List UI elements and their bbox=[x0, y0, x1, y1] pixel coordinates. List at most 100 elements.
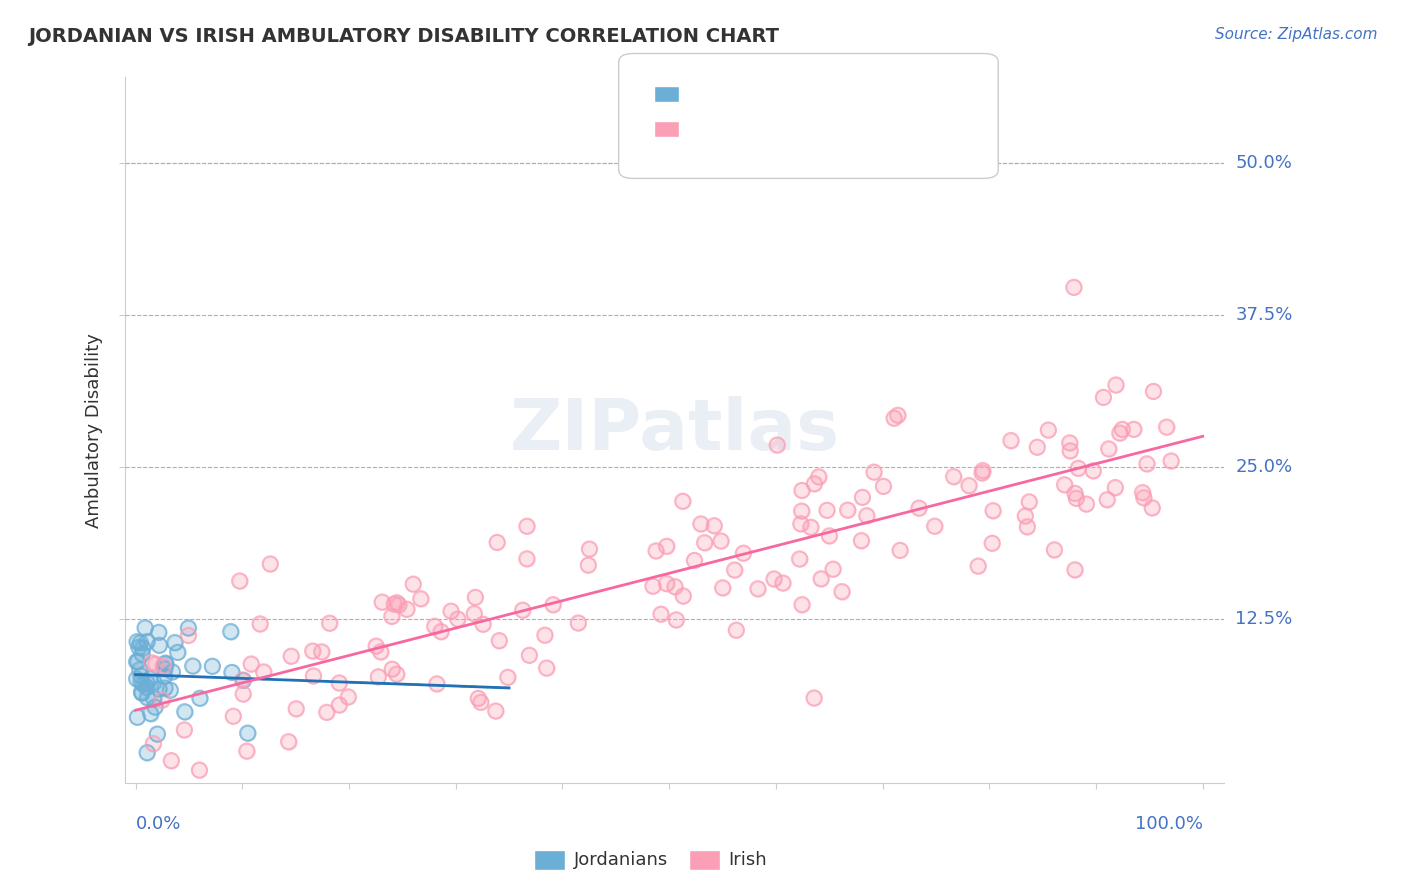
Point bbox=[141, 656, 163, 670]
Point bbox=[366, 639, 388, 653]
Point bbox=[148, 638, 170, 652]
Point bbox=[125, 634, 148, 648]
Point bbox=[159, 683, 181, 698]
Point bbox=[1066, 491, 1088, 506]
Point bbox=[1132, 491, 1154, 505]
Point bbox=[723, 563, 745, 577]
Text: R =: R = bbox=[690, 120, 730, 138]
Point bbox=[232, 687, 254, 701]
Point bbox=[188, 691, 211, 706]
Point bbox=[800, 520, 823, 534]
Point bbox=[807, 470, 830, 484]
Point bbox=[762, 572, 785, 586]
Point bbox=[703, 518, 725, 533]
Point bbox=[240, 657, 263, 671]
Point bbox=[188, 691, 211, 706]
Point bbox=[131, 686, 153, 700]
Point bbox=[145, 657, 167, 671]
Point bbox=[173, 723, 195, 737]
Point bbox=[851, 491, 873, 505]
Point bbox=[409, 591, 432, 606]
Point bbox=[1026, 440, 1049, 454]
Point bbox=[488, 633, 510, 648]
Point bbox=[672, 589, 695, 603]
Point bbox=[516, 519, 538, 533]
Point bbox=[142, 691, 165, 706]
Point bbox=[155, 657, 177, 671]
Point bbox=[131, 640, 153, 655]
Point bbox=[311, 645, 333, 659]
Point bbox=[1059, 435, 1081, 450]
Point bbox=[430, 624, 453, 639]
Point bbox=[1156, 420, 1178, 434]
Point bbox=[277, 734, 299, 748]
Point bbox=[486, 535, 509, 549]
Point bbox=[924, 519, 946, 533]
Point bbox=[153, 662, 176, 676]
Text: 48: 48 bbox=[855, 85, 880, 103]
Point bbox=[664, 580, 686, 594]
Point bbox=[772, 576, 794, 591]
Point bbox=[1018, 495, 1040, 509]
Point bbox=[371, 595, 394, 609]
Point bbox=[645, 544, 668, 558]
Point bbox=[249, 616, 271, 631]
Point bbox=[485, 704, 508, 718]
Point bbox=[886, 409, 908, 423]
Point bbox=[166, 645, 188, 659]
Point bbox=[711, 581, 734, 595]
Point bbox=[1132, 485, 1154, 500]
Point bbox=[232, 673, 254, 688]
Point bbox=[139, 706, 162, 721]
Point bbox=[1132, 491, 1154, 505]
Text: Jordanians: Jordanians bbox=[574, 851, 668, 869]
Point bbox=[472, 617, 495, 632]
Point bbox=[789, 552, 811, 566]
Point bbox=[1043, 542, 1066, 557]
Point bbox=[981, 536, 1004, 550]
Point bbox=[1108, 426, 1130, 441]
Point bbox=[1064, 486, 1087, 500]
Point bbox=[146, 727, 169, 741]
Point bbox=[142, 737, 165, 751]
Point bbox=[240, 657, 263, 671]
Point bbox=[534, 628, 557, 642]
Point bbox=[967, 559, 990, 574]
Point bbox=[370, 645, 392, 659]
Point bbox=[163, 635, 186, 649]
Point bbox=[1105, 378, 1128, 392]
Point bbox=[747, 582, 769, 596]
Point bbox=[496, 670, 519, 684]
Point bbox=[232, 673, 254, 688]
Text: N =: N = bbox=[813, 120, 852, 138]
Point bbox=[328, 676, 350, 690]
Point bbox=[534, 628, 557, 642]
Point bbox=[152, 658, 174, 673]
Point bbox=[1059, 435, 1081, 450]
Point bbox=[370, 645, 392, 659]
Point bbox=[683, 553, 706, 567]
Point bbox=[318, 616, 340, 631]
Point bbox=[367, 670, 389, 684]
Point bbox=[219, 624, 242, 639]
Point bbox=[402, 577, 425, 591]
Point bbox=[423, 619, 446, 633]
Point bbox=[315, 706, 337, 720]
Point bbox=[655, 539, 678, 553]
Point bbox=[488, 633, 510, 648]
Point bbox=[409, 591, 432, 606]
Point bbox=[470, 695, 492, 709]
Text: -0.384: -0.384 bbox=[733, 85, 797, 103]
Point bbox=[981, 503, 1004, 517]
Point bbox=[815, 503, 838, 517]
Point bbox=[464, 591, 486, 605]
Point bbox=[311, 645, 333, 659]
Point bbox=[693, 535, 716, 549]
Point bbox=[285, 702, 308, 716]
Point bbox=[155, 657, 177, 671]
Point bbox=[446, 612, 468, 626]
Point bbox=[1122, 422, 1144, 436]
Point bbox=[818, 529, 841, 543]
Point bbox=[162, 665, 184, 679]
Point bbox=[872, 479, 894, 493]
